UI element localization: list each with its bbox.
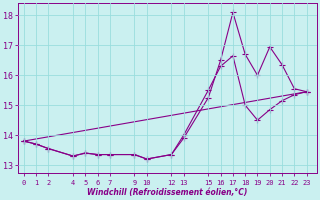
X-axis label: Windchill (Refroidissement éolien,°C): Windchill (Refroidissement éolien,°C): [87, 188, 247, 197]
